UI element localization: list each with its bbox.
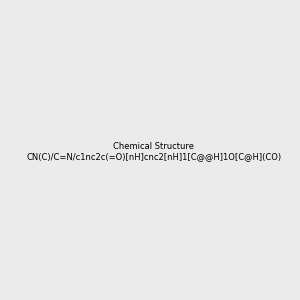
Text: Chemical Structure
CN(C)/C=N/c1nc2c(=O)[nH]cnc2[nH]1[C@@H]1O[C@H](CO): Chemical Structure CN(C)/C=N/c1nc2c(=O)[…	[26, 142, 281, 161]
